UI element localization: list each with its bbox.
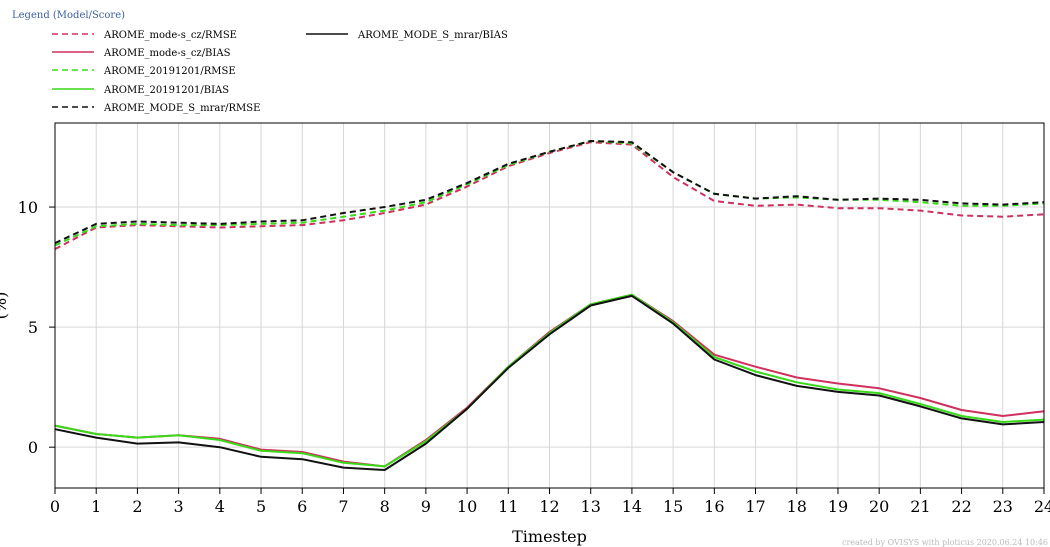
x-tick-label: 18 bbox=[787, 497, 807, 516]
y-axis-title: (%) bbox=[0, 292, 10, 320]
legend-title: Legend (Model/Score) bbox=[12, 10, 125, 21]
legend-item: AROME_20191201/RMSE bbox=[52, 66, 236, 77]
x-tick-label: 8 bbox=[380, 497, 390, 516]
x-tick-label: 16 bbox=[704, 497, 724, 516]
y-axis: 0 5 10 bbox=[18, 198, 55, 457]
legend-item: AROME_20191201/BIAS bbox=[52, 85, 229, 96]
x-tick-label: 2 bbox=[132, 497, 142, 516]
x-tick-label: 12 bbox=[539, 497, 559, 516]
x-tick-label: 1 bbox=[91, 497, 101, 516]
legend-item: AROME_mode-s_cz/RMSE bbox=[52, 30, 237, 41]
x-tick-label: 24 bbox=[1034, 497, 1050, 516]
credit-text: created by OVISYS with ploticus 2020.06.… bbox=[842, 538, 1048, 547]
y-tick-label: 0 bbox=[28, 438, 38, 457]
legend-label: AROME_mode-s_cz/BIAS bbox=[103, 48, 231, 59]
legend-label: AROME_MODE_S_mrar/RMSE bbox=[103, 103, 260, 114]
x-tick-label: 6 bbox=[297, 497, 307, 516]
legend-item: AROME_MODE_S_mrar/BIAS bbox=[306, 30, 508, 41]
y-tick-label: 5 bbox=[28, 318, 38, 337]
x-axis: 0 1 2 3 4 5 6 7 8 9 10 11 12 13 14 15 16 17 18 19 20 21 22 23 24 bbox=[50, 488, 1050, 516]
grid bbox=[54, 123, 1045, 488]
legend: Legend (Model/Score) AROME_mode-s_cz/RMS… bbox=[12, 10, 508, 114]
x-tick-label: 23 bbox=[993, 497, 1013, 516]
legend-item: AROME_mode-s_cz/BIAS bbox=[52, 48, 231, 59]
legend-label: AROME_20191201/RMSE bbox=[103, 66, 236, 77]
x-tick-label: 22 bbox=[951, 497, 971, 516]
x-tick-label: 13 bbox=[581, 497, 601, 516]
x-tick-label: 4 bbox=[215, 497, 225, 516]
x-tick-label: 5 bbox=[256, 497, 266, 516]
x-tick-label: 7 bbox=[338, 497, 348, 516]
x-tick-label: 9 bbox=[421, 497, 431, 516]
series-line-1 bbox=[54, 141, 1045, 250]
series-layer bbox=[54, 140, 1045, 471]
x-tick-label: 10 bbox=[457, 497, 477, 516]
x-tick-label: 11 bbox=[498, 497, 518, 516]
legend-label: AROME_mode-s_cz/RMSE bbox=[103, 30, 237, 41]
legend-item: AROME_MODE_S_mrar/RMSE bbox=[52, 103, 260, 114]
y-tick-label: 10 bbox=[18, 198, 38, 217]
x-tick-label: 19 bbox=[828, 497, 848, 516]
x-tick-label: 14 bbox=[622, 497, 642, 516]
legend-label: AROME_MODE_S_mrar/BIAS bbox=[357, 30, 508, 41]
legend-label: AROME_20191201/BIAS bbox=[103, 85, 229, 96]
x-axis-title: Timestep bbox=[512, 527, 587, 546]
x-tick-label: 21 bbox=[910, 497, 930, 516]
x-tick-label: 15 bbox=[663, 497, 683, 516]
x-tick-label: 3 bbox=[174, 497, 184, 516]
series-line-3 bbox=[54, 140, 1045, 247]
series-line-6 bbox=[54, 294, 1045, 471]
x-tick-label: 17 bbox=[745, 497, 765, 516]
x-tick-label: 20 bbox=[869, 497, 889, 516]
x-tick-label: 0 bbox=[50, 497, 60, 516]
